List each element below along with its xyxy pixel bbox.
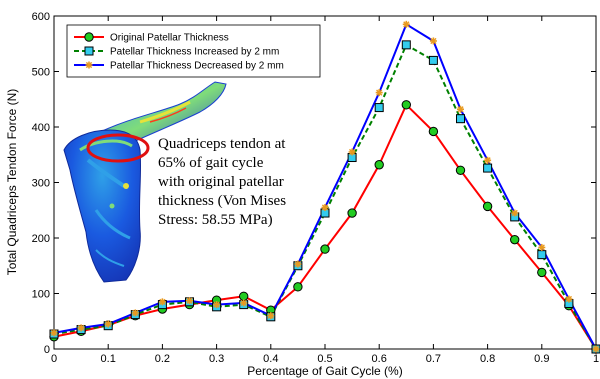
point-original: [510, 234, 520, 245]
annotation-line-4: thickness (Von Mises: [158, 193, 286, 209]
y-tick-label: 100: [32, 289, 50, 301]
point-decreased: [240, 299, 248, 307]
point-decreased: [321, 203, 329, 211]
point-decreased: [186, 297, 193, 305]
highlight-ellipse: [86, 133, 150, 163]
point-increased: [84, 46, 94, 56]
y-axis-label: Total Quadriceps Tendon Force (N): [5, 89, 19, 276]
point-decreased: [213, 301, 221, 309]
point-original: [239, 291, 249, 301]
data-series: [49, 20, 600, 354]
point-decreased: [158, 298, 166, 306]
x-tick-label: 0.5: [317, 353, 332, 365]
legend-label: Original Patellar Thickness: [110, 33, 229, 44]
legend-label: Patellar Thickness Increased by 2 mm: [110, 47, 279, 58]
annotation-line-1: Quadriceps tendon at: [158, 136, 286, 152]
y-tick-label: 400: [32, 122, 50, 134]
x-tick-label: 1: [593, 353, 599, 365]
point-decreased: [565, 295, 573, 303]
point-decreased: [131, 309, 139, 317]
legend: Original Patellar Thickness Patellar Thic…: [66, 24, 321, 78]
point-increased: [401, 40, 411, 50]
point-original: [347, 208, 357, 218]
point-increased: [537, 250, 547, 260]
x-tick-label: 0.9: [534, 353, 549, 365]
point-increased: [428, 55, 438, 65]
y-tick-label: 600: [32, 11, 50, 23]
point-increased: [456, 114, 465, 124]
point-decreased: [85, 61, 93, 69]
y-tick-label: 500: [32, 67, 50, 79]
x-tick-label: 0.1: [101, 353, 116, 365]
point-decreased: [592, 345, 600, 353]
y-tick-label: 200: [32, 233, 50, 245]
legend-label: Patellar Thickness Decreased by 2 mm: [110, 61, 284, 72]
y-tick-label: 0: [44, 344, 50, 356]
point-decreased: [294, 260, 302, 268]
fem-tendon-stress-icon: [63, 81, 227, 283]
point-original: [84, 32, 94, 42]
point-original: [537, 267, 547, 278]
x-tick-label: 0.2: [155, 353, 170, 365]
point-original: [482, 201, 493, 212]
point-decreased: [511, 209, 519, 217]
annotation-text: Quadriceps tendon at 65% of gait cycle w…: [158, 136, 290, 228]
point-original: [428, 126, 439, 137]
point-decreased: [457, 105, 464, 113]
point-original: [320, 244, 330, 254]
point-original: [374, 160, 384, 170]
x-tick-label: 0: [51, 353, 57, 365]
point-decreased: [348, 148, 356, 156]
point-decreased: [402, 20, 410, 28]
y-axis-ticks: 0 100 200 300 400 500 600: [32, 11, 596, 356]
x-tick-label: 0.6: [372, 353, 387, 365]
annotation-line-5: Stress: 58.55 MPa): [158, 212, 273, 228]
annotation-line-2: 65% of gait cycle: [158, 155, 264, 171]
annotation-line-3: with original patellar: [158, 174, 284, 190]
point-decreased: [77, 324, 85, 332]
y-tick-label: 300: [32, 178, 50, 190]
point-decreased: [484, 156, 492, 164]
point-increased: [483, 163, 493, 173]
point-decreased: [375, 89, 383, 97]
x-axis-label: Percentage of Gait Cycle (%): [247, 364, 402, 378]
point-decreased: [267, 312, 275, 320]
x-tick-label: 0.4: [263, 353, 278, 365]
x-axis-ticks: 0 0.1 0.2 0.3 0.4 0.5 0.6 0.7 0.8 0.9 1: [51, 16, 599, 365]
point-original: [401, 100, 411, 110]
point-original: [455, 165, 466, 175]
x-tick-label: 0.3: [209, 353, 224, 365]
x-tick-label: 0.7: [426, 353, 441, 365]
point-original: [293, 282, 303, 292]
x-tick-label: 0.8: [480, 353, 495, 365]
point-decreased: [50, 329, 58, 337]
point-decreased: [429, 37, 437, 45]
point-decreased: [538, 243, 546, 251]
point-decreased: [104, 320, 112, 328]
point-increased: [374, 103, 384, 113]
legend-box: [66, 24, 321, 78]
